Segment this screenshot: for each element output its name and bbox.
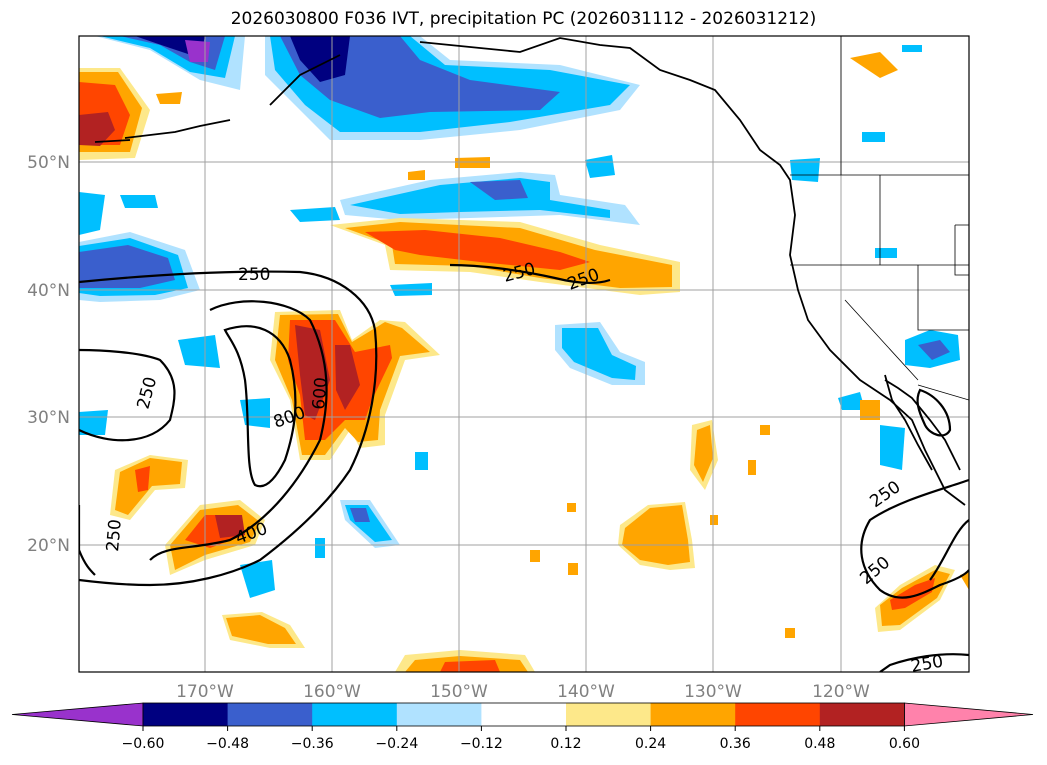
ivt-contours [79,263,969,672]
negative-region [585,155,615,178]
colorbar-tick-label: 0.60 [889,736,920,752]
negative-region [902,45,922,52]
negative-region [415,452,428,470]
map-panel: 250 250 250 250 250 250 250 250 600 800 … [78,35,970,677]
negative-region [185,40,210,62]
positive-region [530,550,540,562]
positive-region [215,515,245,538]
negative-region [350,178,610,218]
negative-region [79,245,175,288]
negative-region [79,410,108,435]
negative-region [918,340,950,360]
positive-region [335,345,360,410]
lon-label: 130°W [684,682,742,702]
colorbar-tick-label: −0.60 [122,736,165,752]
positive-region [694,425,713,482]
lat-label: 40°N [27,281,70,301]
positive-region [622,505,690,565]
negative-region [875,248,897,258]
precip-shading [79,36,969,672]
positive-region [115,458,182,515]
colorbar-tick-label: 0.24 [635,736,666,752]
lat-label: 30°N [27,408,70,428]
lon-label: 150°W [430,682,488,702]
negative-region [350,508,370,522]
negative-region [790,158,820,182]
latitude-labels: 50°N 40°N 30°N 20°N [27,153,70,556]
positive-region [440,660,500,672]
map-title: 2026030800 F036 IVT, precipitation PC (2… [230,9,817,29]
negative-region [290,207,340,222]
colorbar-tick-label: −0.48 [206,736,249,752]
negative-region [880,425,905,470]
colorbar-segment [650,703,736,726]
colorbar-tick-label: 0.12 [550,736,581,752]
positive-region [568,563,578,575]
positive-region [760,425,770,435]
lon-label: 170°W [176,682,234,702]
positive-region [860,400,880,420]
colorbar-segment [227,703,313,726]
negative-region [79,192,105,235]
positive-region [135,466,150,492]
positive-region [365,230,590,270]
negative-region [120,195,158,208]
negative-region [470,180,528,200]
map-background [79,36,969,672]
positive-region [567,503,576,512]
positive-region [408,170,425,180]
map-frame [78,35,970,673]
colorbar-tick-label: −0.12 [460,736,503,752]
contour-label: 250 [103,518,126,552]
colorbar-segment [312,703,398,726]
positive-region [79,112,115,146]
positive-region [156,92,182,104]
contour-label: 250 [238,265,270,285]
colorbar-tick-label: 0.36 [720,736,751,752]
colorbar-segment [481,703,567,726]
negative-region [562,328,636,380]
positive-region [226,615,296,644]
colorbar-tick-label: −0.24 [375,736,418,752]
lon-label: 120°W [812,682,870,702]
colorbar-tick-label: 0.48 [804,736,835,752]
negative-region [290,36,350,82]
colorbar: −0.60 −0.48 −0.36 −0.24 −0.12 0.12 0.24 0.36 0.4… [11,702,1034,752]
negative-region [240,560,275,598]
negative-region [178,335,220,368]
positive-region [748,460,756,475]
colorbar-extend-high [904,702,1034,727]
positive-region [785,628,795,638]
negative-region [862,132,885,142]
colorbar-segment [396,703,482,726]
positive-region [850,52,898,78]
colorbar-segment [819,703,905,726]
longitude-labels: 170°W 160°W 150°W 140°W 130°W 120°W [176,682,870,702]
colorbar-segment [143,703,229,726]
positive-region [890,578,935,610]
colorbar-extend-low [11,702,144,727]
lat-label: 20°N [27,536,70,556]
negative-region [315,538,325,558]
coastlines [94,37,966,506]
colorbar-segment [566,703,652,726]
lon-label: 140°W [557,682,615,702]
colorbar-segment [735,703,821,726]
state-borders [790,36,969,401]
positive-region [710,515,718,525]
contour-label: 250 [909,652,944,677]
negative-region [838,392,865,410]
colorbar-tick-label: −0.36 [291,736,334,752]
contour-label: 600 [309,376,332,410]
negative-region [280,36,560,118]
lat-label: 50°N [27,153,70,173]
colorbar-frame [142,702,905,727]
lon-label: 160°W [303,682,361,702]
